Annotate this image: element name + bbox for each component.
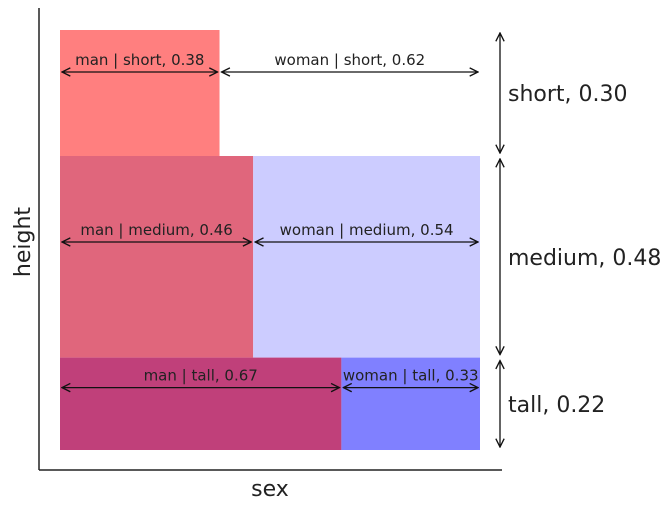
y-axis-title: height: [11, 207, 36, 277]
segment-arrows: [62, 72, 478, 388]
row-label-short: short, 0.30: [508, 82, 628, 107]
label-woman-medium: woman | medium, 0.54: [280, 221, 454, 239]
row-labels: short, 0.30 medium, 0.48 tall, 0.22: [508, 82, 661, 418]
mosaic-tiles: [60, 30, 480, 450]
row-label-medium: medium, 0.48: [508, 246, 661, 271]
label-woman-short: woman | short, 0.62: [274, 51, 425, 69]
row-label-tall: tall, 0.22: [508, 393, 605, 418]
x-axis-title: sex: [251, 477, 289, 502]
tile-man-short: [60, 30, 220, 156]
tile-man-medium: [60, 156, 254, 358]
tile-woman-short: [219, 30, 480, 156]
segment-labels: man | short, 0.38 woman | short, 0.62 man …: [75, 51, 478, 385]
label-man-medium: man | medium, 0.46: [80, 221, 232, 239]
tile-man-tall: [60, 357, 342, 450]
tile-woman-tall: [341, 357, 480, 450]
label-man-short: man | short, 0.38: [75, 51, 204, 69]
tile-woman-medium: [253, 156, 480, 358]
label-man-tall: man | tall, 0.67: [144, 367, 258, 385]
label-woman-tall: woman | tall, 0.33: [343, 367, 479, 385]
